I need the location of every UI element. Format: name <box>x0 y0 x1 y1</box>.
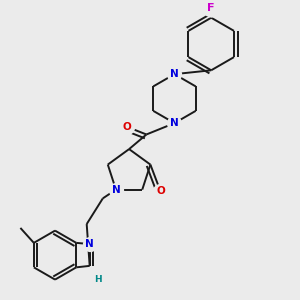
Text: N: N <box>112 184 120 195</box>
Text: O: O <box>156 186 165 196</box>
Text: H: H <box>94 274 102 284</box>
Text: N: N <box>85 239 94 249</box>
Text: O: O <box>122 122 131 132</box>
Text: F: F <box>208 3 215 13</box>
Text: N: N <box>170 69 179 79</box>
Text: N: N <box>170 118 179 128</box>
